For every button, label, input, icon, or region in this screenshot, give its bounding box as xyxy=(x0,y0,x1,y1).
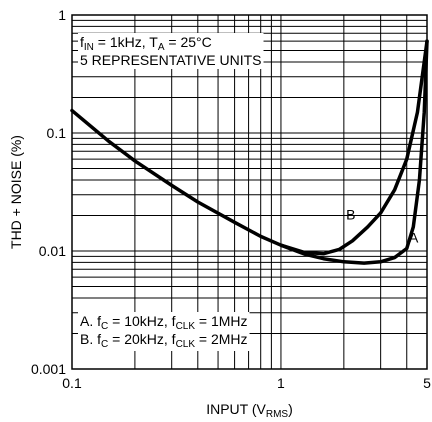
annotation-backdrop xyxy=(78,33,264,69)
x-tick-label: 0.1 xyxy=(62,375,82,391)
legend-entry: B. fC = 20kHz, fCLK = 2MHz xyxy=(80,331,248,350)
x-tick-label: 1 xyxy=(277,375,285,391)
grid xyxy=(71,15,428,370)
curve-b xyxy=(279,39,429,256)
conditions-line: 5 REPRESENTATIVE UNITS xyxy=(80,52,262,68)
curve-label-a: A xyxy=(409,230,419,246)
x-tick-label: 5 xyxy=(423,375,431,391)
y-tick-label: 0.001 xyxy=(31,361,66,377)
labels: fIN = 1kHz, TA = 25°C5 REPRESENTATIVE UN… xyxy=(8,34,419,420)
y-tick-label: 0.1 xyxy=(47,125,67,141)
annotation-boxes xyxy=(78,33,264,351)
conditions-annotation: fIN = 1kHz, TA = 25°C5 REPRESENTATIVE UN… xyxy=(80,34,262,68)
curve-a xyxy=(70,39,429,265)
plot-frame xyxy=(71,14,428,370)
annotation-backdrop xyxy=(78,312,250,351)
y-tick-label: 0.01 xyxy=(39,243,66,259)
legend-entry: A. fC = 10kHz, fCLK = 1MHz xyxy=(80,313,248,332)
curves xyxy=(70,39,429,265)
y-tick-label: 1 xyxy=(58,7,66,23)
tick-labels: 0.1 1 5 1 0.1 0.01 0.001 xyxy=(31,7,431,391)
x-axis-title: INPUT (VRMS) xyxy=(206,401,293,420)
curve-label-b: B xyxy=(346,206,355,222)
conditions-line: fIN = 1kHz, TA = 25°C xyxy=(80,34,212,53)
y-axis-title: THD + NOISE (%) xyxy=(8,135,24,249)
